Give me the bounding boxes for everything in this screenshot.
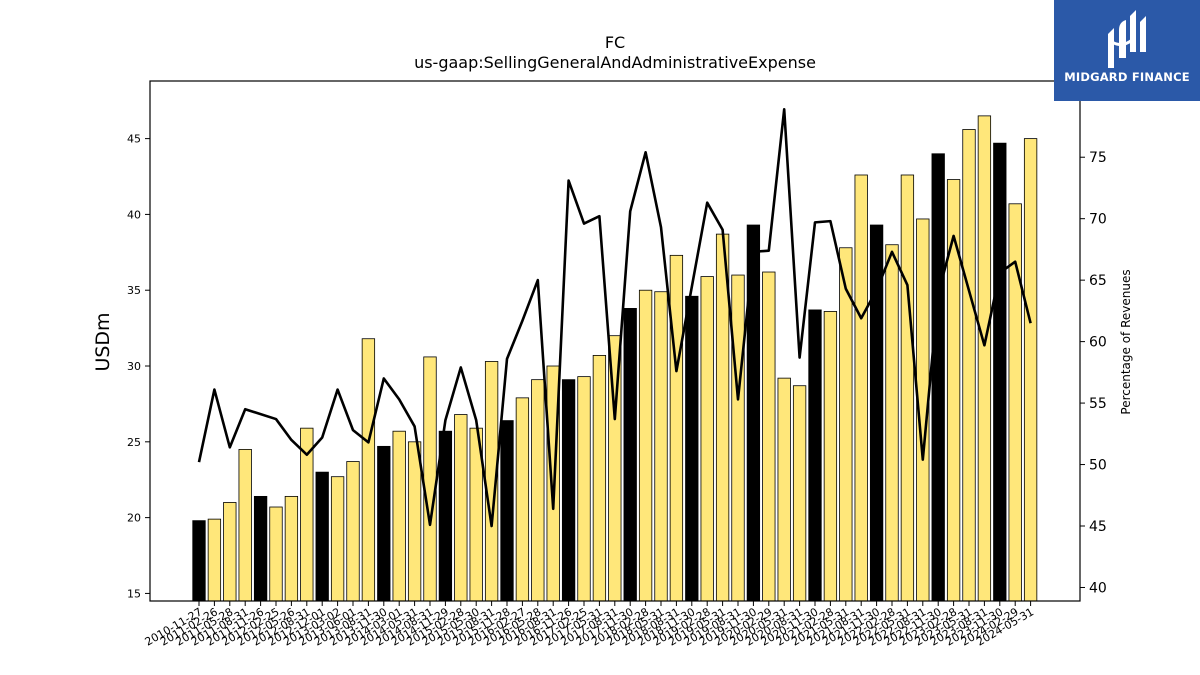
bar-quarterly: [423, 356, 437, 602]
bar-quarterly: [839, 247, 853, 602]
bar-annual: [192, 520, 206, 602]
percentage-line: [197, 107, 1032, 528]
bar-quarterly: [669, 254, 684, 602]
chart-title: FC: [605, 33, 625, 52]
bar-annual: [561, 379, 576, 602]
bar-quarterly: [577, 376, 591, 602]
y2-tick-label: 40: [1089, 580, 1107, 596]
y2-tick-label: 50: [1089, 458, 1107, 474]
bar-quarterly: [977, 115, 992, 602]
y-tick-label: 25: [127, 436, 141, 449]
bar-quarterly: [592, 354, 607, 602]
y2-axis-label: Percentage of Revenues: [1119, 269, 1133, 414]
brand-name: MIDGARD FINANCE: [1064, 70, 1190, 84]
bar-quarterly: [900, 174, 915, 602]
bar-annual: [623, 308, 637, 602]
y-tick-label: 30: [127, 360, 141, 373]
bar-quarterly: [823, 311, 838, 602]
bar-quarterly: [654, 291, 668, 602]
bar-quarterly: [946, 179, 961, 602]
bar-quarterly: [762, 271, 776, 602]
bar-quarterly: [731, 274, 745, 602]
bar-quarterly: [392, 430, 406, 602]
y-tick-label: 40: [127, 208, 141, 221]
y2-tick-label: 65: [1089, 273, 1107, 289]
midgard-logo-icon: [1108, 10, 1146, 68]
bar-annual: [253, 495, 268, 602]
bar-annual: [315, 471, 329, 602]
bar-quarterly: [284, 495, 299, 602]
bar-annual: [685, 295, 699, 602]
bar-annual: [377, 445, 391, 602]
bar-quarterly: [207, 518, 222, 602]
y2-tick-label: 55: [1089, 396, 1107, 412]
y-tick-label: 15: [127, 587, 141, 600]
bar-annual: [500, 420, 514, 602]
bar-quarterly: [346, 461, 360, 602]
y-tick-label: 45: [127, 133, 141, 146]
bar-quarterly: [885, 244, 899, 602]
y2-tick-label: 45: [1089, 519, 1107, 535]
bar-annual: [808, 309, 822, 602]
y-tick-label: 20: [127, 512, 141, 525]
bar-annual: [931, 153, 945, 602]
y2-tick-label: 75: [1089, 150, 1107, 166]
bar-quarterly: [330, 476, 345, 602]
bar-quarterly: [515, 397, 530, 602]
bar-quarterly: [531, 379, 545, 602]
bar-quarterly: [407, 441, 422, 602]
bar-quarterly: [777, 377, 791, 602]
bar-quarterly: [854, 174, 868, 602]
bar-quarterly: [962, 129, 976, 602]
bar-quarterly: [223, 502, 237, 602]
y2-tick-label: 70: [1089, 212, 1107, 228]
bar-annual: [993, 142, 1007, 602]
y-axis-label: USDm: [92, 312, 114, 371]
bar-quarterly: [700, 276, 714, 602]
bar-quarterly: [638, 289, 653, 602]
bar-quarterly: [238, 448, 252, 602]
bar-quarterly: [454, 414, 468, 602]
chart-subtitle: us-gaap:SellingGeneralAndAdministrativeE…: [414, 53, 816, 72]
y2-tick-label: 60: [1089, 335, 1107, 351]
bar-quarterly: [1023, 138, 1038, 602]
bar-quarterly: [361, 338, 376, 602]
bar-quarterly: [269, 506, 283, 602]
y-tick-label: 35: [127, 284, 141, 297]
brand-logo: MIDGARD FINANCE: [1054, 0, 1200, 101]
bar-quarterly: [792, 385, 807, 602]
